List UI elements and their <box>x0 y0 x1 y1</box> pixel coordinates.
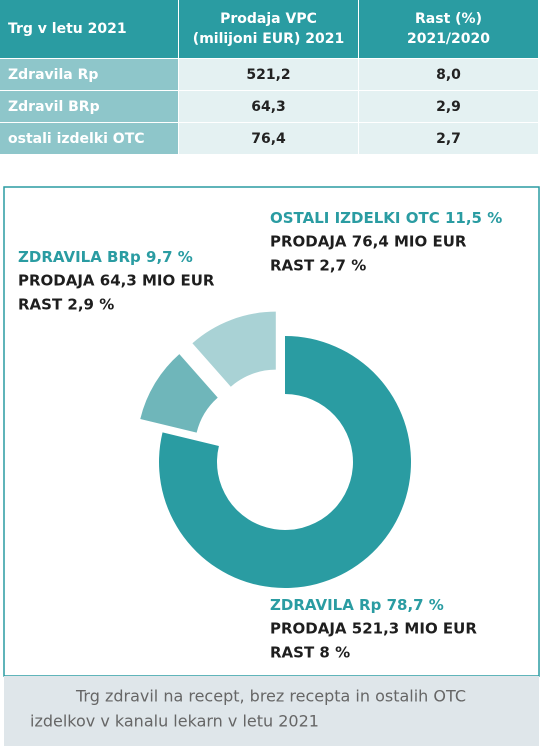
segment-detail: RAST 2,9 % <box>18 296 114 314</box>
table-cell <box>179 91 358 122</box>
cell-text: ostali izdelki OTC <box>8 131 145 147</box>
header-cell <box>359 0 538 58</box>
donut-segment <box>140 354 218 433</box>
table-cell <box>359 91 538 122</box>
segment-label: OSTALI IZDELKI OTC 11,5 % <box>270 209 502 227</box>
segment-label: ZDRAVILA Rp 78,7 % <box>270 596 444 614</box>
value-label: 9,7 % <box>146 248 193 266</box>
value-label: 78,7 % <box>387 596 444 614</box>
table-cell <box>359 59 538 90</box>
segment-detail: RAST 8 % <box>270 644 350 662</box>
segment-detail: RAST 2,7 % <box>270 257 366 275</box>
table-cell <box>0 59 178 90</box>
table-cell <box>0 91 178 122</box>
caption-box <box>4 676 539 746</box>
table-cell <box>179 59 358 90</box>
segment-detail: PRODAJA 76,4 MIO EUR <box>270 233 467 251</box>
cell-text: 521,2 <box>246 67 290 83</box>
table-cell <box>179 123 358 154</box>
header-text: Prodaja VPC <box>220 11 317 27</box>
caption-line: izdelkov v kanalu lekarn v letu 2021 <box>30 712 319 731</box>
category-name: OSTALI IZDELKI OTC <box>270 209 440 227</box>
cell-text: 64,3 <box>251 99 286 115</box>
table-cell <box>359 123 538 154</box>
value-label: 11,5 % <box>445 209 502 227</box>
header-text: Trg v letu 2021 <box>8 21 127 37</box>
cell-text: 2,9 <box>436 99 461 115</box>
segment-detail: PRODAJA 521,3 MIO EUR <box>270 620 477 638</box>
donut-segment <box>192 311 276 387</box>
header-cell <box>0 0 178 58</box>
header-text: (milijoni EUR) 2021 <box>193 31 344 47</box>
table-cell <box>0 123 178 154</box>
segment-label: ZDRAVILA BRp 9,7 % <box>18 248 193 266</box>
cell-text: 76,4 <box>251 131 286 147</box>
header-text: 2021/2020 <box>407 31 490 47</box>
header-cell <box>179 0 358 58</box>
segment-detail: PRODAJA 64,3 MIO EUR <box>18 272 215 290</box>
category-name: ZDRAVILA BRp <box>18 248 141 266</box>
cell-text: 8,0 <box>436 67 461 83</box>
cell-text: 2,7 <box>436 131 461 147</box>
header-text: Rast (%) <box>415 11 482 27</box>
cell-text: Zdravila Rp <box>8 67 98 83</box>
donut-segment <box>159 336 412 588</box>
category-name: ZDRAVILA Rp <box>270 596 382 614</box>
caption-line: Trg zdravil na recept, brez recepta in o… <box>75 687 466 706</box>
chart-frame <box>3 186 540 677</box>
cell-text: Zdravil BRp <box>8 99 100 115</box>
